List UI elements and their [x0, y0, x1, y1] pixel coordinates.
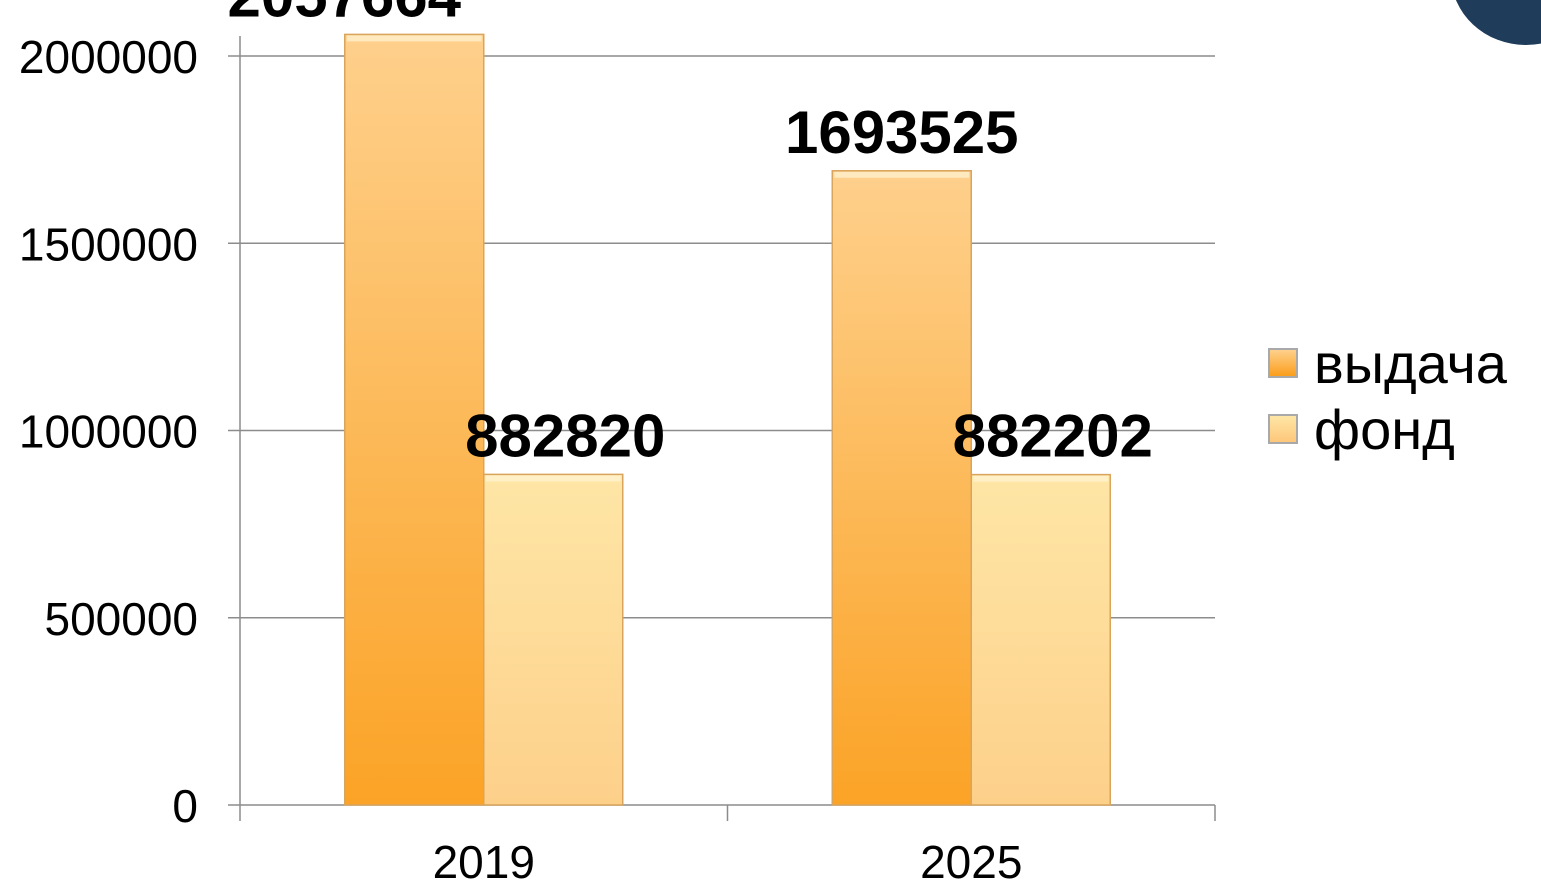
legend-item-series-1: фонд [1268, 396, 1507, 462]
bar-фонд-2019 [483, 473, 624, 806]
data-label: 2057664 [227, 0, 461, 29]
bar-highlight [485, 475, 621, 482]
y-tick-label: 500000 [45, 593, 199, 645]
legend-swatch-series-0 [1268, 348, 1298, 378]
bar-highlight [346, 35, 482, 42]
legend-label-series-0: выдача [1314, 331, 1507, 395]
axes: 0 500000 1000000 1500000 2000000 2019 2025 [19, 31, 1216, 884]
legend: выдача фонд [1268, 330, 1507, 462]
legend-label-series-1: фонд [1314, 397, 1455, 461]
y-tick-label: 0 [172, 780, 198, 832]
data-label: 882202 [953, 403, 1153, 470]
x-tick-label: 2025 [920, 836, 1022, 884]
data-label: 1693525 [785, 99, 1019, 166]
bar-highlight [973, 475, 1109, 482]
data-labels: 2057664 882820 1693525 882202 [227, 0, 1152, 470]
x-tick-label: 2019 [433, 836, 535, 884]
y-tick-label: 1000000 [19, 406, 198, 458]
data-label: 882820 [465, 402, 665, 469]
legend-item-series-0: выдача [1268, 330, 1507, 396]
y-tick-label: 2000000 [19, 31, 198, 83]
bars [344, 33, 1111, 806]
bar-фонд-2025 [970, 473, 1111, 806]
bar-выдача-2025 [831, 170, 972, 806]
legend-swatch-series-1 [1268, 414, 1298, 444]
bar-выдача-2019 [344, 33, 485, 806]
bar-highlight [834, 171, 970, 178]
y-tick-label: 1500000 [19, 218, 198, 270]
